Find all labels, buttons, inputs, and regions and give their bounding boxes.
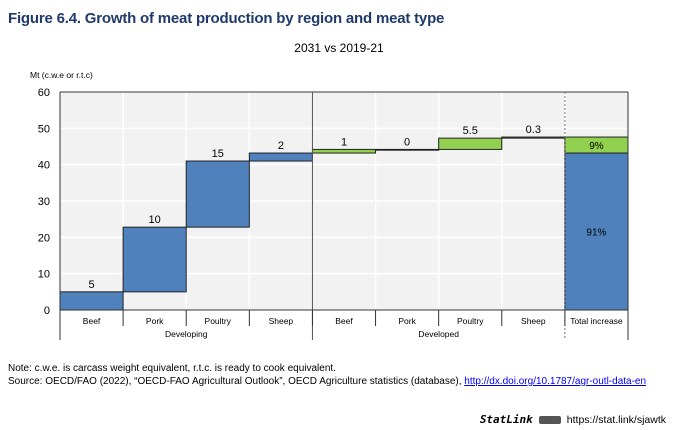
bar-developed-pork	[375, 148, 440, 151]
x-category-label: Beef	[83, 316, 101, 326]
x-group-label: Developed	[418, 329, 459, 339]
bar-data-label: 5.5	[463, 125, 478, 137]
bar-developed-sheep	[501, 136, 566, 139]
y-tick-label: 50	[38, 123, 50, 135]
total-segment-label: 91%	[586, 228, 606, 239]
bar-developing-poultry	[185, 160, 250, 228]
total-segment	[564, 152, 629, 311]
note-text: Note: c.w.e. is carcass weight equivalen…	[8, 363, 336, 374]
bar-data-label: 0	[404, 136, 410, 148]
x-category-label: Poultry	[205, 316, 232, 326]
x-group-label: Developing	[165, 329, 208, 339]
y-tick-label: 30	[38, 196, 50, 208]
bar-developed-beef	[311, 148, 377, 154]
x-category-label: Sheep	[269, 316, 294, 326]
bar-data-label: 10	[149, 214, 161, 226]
y-axis-label: Mt (c.w.e or r.t.c)	[30, 70, 93, 80]
statlink: StatLink https://stat.link/sjawtk	[480, 413, 666, 426]
bar-developing-beef	[59, 291, 124, 311]
bar-data-label: 2	[278, 140, 284, 152]
total-segment-label: 9%	[589, 141, 604, 152]
chart-subtitle: 2031 vs 2019-21	[294, 41, 384, 55]
x-category-label: Pork	[398, 316, 416, 326]
bar-developing-pork	[122, 226, 187, 293]
bar-data-label: 0.3	[526, 124, 541, 136]
x-category-label: Beef	[335, 316, 353, 326]
bar-data-label: 1	[341, 136, 347, 148]
y-tick-label: 10	[38, 269, 50, 281]
source-prefix: Source: OECD/FAO (2022), “OECD-FAO Agric…	[8, 376, 465, 387]
statlink-brand: StatLink	[479, 413, 533, 426]
x-category-label: Poultry	[457, 316, 484, 326]
bar-data-label: 15	[212, 148, 224, 160]
source-text: Source: OECD/FAO (2022), “OECD-FAO Agric…	[8, 375, 668, 388]
source-link[interactable]: http://dx.doi.org/10.1787/agr-outl-data-…	[464, 376, 647, 387]
figure-title: Figure 6.4. Growth of meat production by…	[8, 10, 445, 27]
bar-data-label: 5	[88, 279, 94, 291]
chart-note: Note: c.w.e. is carcass weight equivalen…	[8, 362, 668, 388]
y-tick-label: 20	[38, 232, 50, 244]
y-tick-label: 40	[38, 160, 50, 172]
x-category-label: Pork	[146, 316, 164, 326]
y-tick-label: 0	[44, 305, 50, 317]
x-category-label: Total increase	[570, 316, 623, 326]
statlink-url[interactable]: https://stat.link/sjawtk	[566, 413, 666, 426]
x-category-label: Sheep	[521, 316, 546, 326]
bar-developing-sheep	[248, 152, 313, 162]
bar-developed-poultry	[438, 137, 503, 150]
y-tick-label: 60	[38, 87, 50, 99]
statlink-logo-icon	[538, 415, 561, 424]
